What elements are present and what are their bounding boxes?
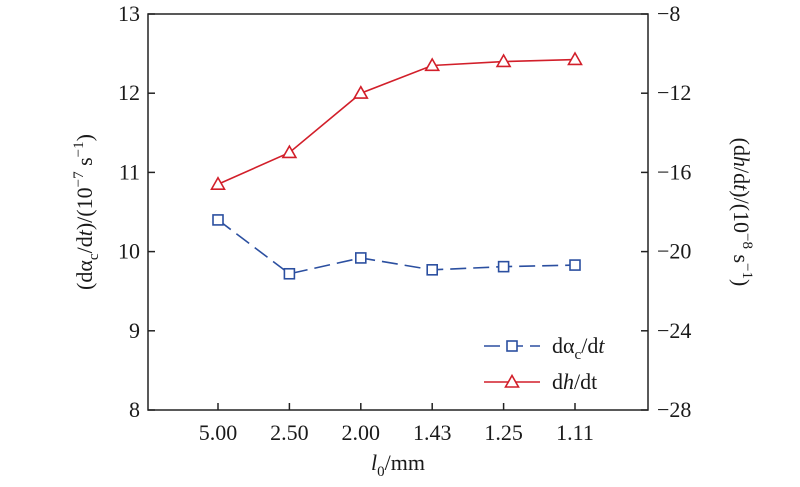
legend-marker-square (506, 340, 518, 352)
data-point-triangle (495, 53, 512, 68)
left-tick-label: 12 (118, 80, 140, 105)
left-tick-label: 13 (118, 1, 140, 26)
x-tick-label: 1.43 (413, 420, 452, 445)
right-axis: −28 −24 −20 −16 −12 −8 (641, 1, 691, 422)
plot-frame (147, 13, 649, 411)
left-tick-label: 8 (129, 397, 140, 422)
series-line-dh-dt (217, 58, 576, 186)
left-axis-title: (dαc/dt)/(10−7 s−1) (71, 134, 102, 290)
series-layer (210, 51, 583, 280)
left-tick-label: 11 (119, 159, 140, 184)
right-tick-label: −20 (657, 239, 691, 264)
legend: dαc/dt dh/dt (484, 333, 605, 394)
data-point-square (212, 214, 224, 226)
legend-item-dh-dt: dh/dt (484, 369, 597, 394)
x-tick-label: 2.00 (342, 420, 381, 445)
right-tick-label: −24 (657, 318, 691, 343)
data-point-square (283, 267, 296, 280)
legend-item-dac-dt: dαc/dt (484, 333, 605, 363)
x-axis-title: l0/mm (371, 450, 425, 480)
data-point-triangle (352, 85, 369, 99)
left-tick-label: 10 (118, 239, 140, 264)
series-line-dac-dt (217, 219, 576, 275)
data-point-triangle (210, 176, 226, 190)
right-axis-title: (dh/dt)/(10−8 s−1) (729, 138, 755, 287)
left-tick-label: 9 (129, 318, 140, 343)
legend-label-dac-dt: dαc/dt (552, 333, 605, 363)
left-axis: 8 9 10 11 12 13 (118, 1, 155, 422)
x-axis: 5.00 2.50 2.00 1.43 1.25 1.11 (199, 403, 594, 445)
data-point-square (569, 259, 581, 271)
data-point-square (497, 260, 510, 273)
x-tick-label: 2.50 (270, 420, 309, 445)
data-point-square (426, 264, 439, 276)
x-tick-label: 5.00 (199, 420, 238, 445)
data-point-triangle (281, 144, 298, 159)
data-point-triangle (567, 51, 583, 66)
x-tick-label: 1.25 (484, 420, 523, 445)
data-point-square (354, 252, 367, 264)
legend-label-dh-dt: dh/dt (552, 369, 597, 394)
right-tick-label: −16 (657, 159, 691, 184)
right-tick-label: −12 (657, 80, 691, 105)
data-point-triangle (424, 57, 441, 72)
legend-marker-triangle (504, 373, 520, 388)
right-tick-label: −8 (657, 1, 680, 26)
x-tick-label: 1.11 (556, 420, 594, 445)
right-tick-label: −28 (657, 397, 691, 422)
